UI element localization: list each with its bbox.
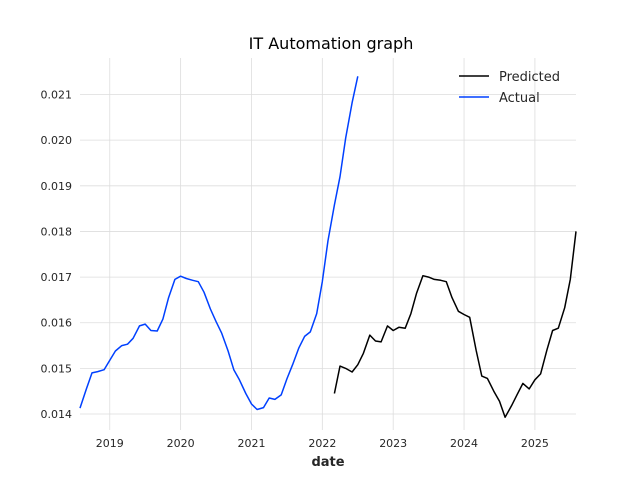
x-tick-label: 2021 [237, 437, 265, 450]
x-tick-label: 2020 [167, 437, 195, 450]
x-tick-label: 2022 [308, 437, 336, 450]
x-axis-ticks: 2019 2020 2021 2022 2023 2024 2025 [96, 437, 549, 450]
y-tick-label: 0.016 [41, 317, 73, 330]
legend-label-actual: Actual [499, 91, 540, 106]
x-tick-label: 2025 [521, 437, 549, 450]
y-tick-label: 0.020 [41, 134, 73, 147]
x-axis-label: date [311, 455, 344, 470]
chart-title: IT Automation graph [249, 34, 414, 53]
grid [80, 58, 576, 430]
y-tick-label: 0.014 [41, 408, 73, 421]
series-line-predicted [333, 231, 577, 418]
y-axis-ticks: 0.014 0.015 0.016 0.017 0.018 0.019 0.020 0.021 [41, 89, 73, 422]
legend-label-predicted: Predicted [499, 70, 560, 85]
y-tick-label: 0.017 [41, 271, 73, 284]
series-lines [79, 76, 577, 418]
x-tick-label: 2023 [379, 437, 407, 450]
y-tick-label: 0.019 [41, 180, 73, 193]
y-tick-label: 0.021 [41, 89, 73, 102]
x-tick-label: 2024 [450, 437, 478, 450]
y-tick-label: 0.018 [41, 225, 73, 238]
series-line-actual [79, 76, 359, 411]
y-tick-label: 0.015 [41, 362, 73, 375]
x-tick-label: 2019 [96, 437, 124, 450]
legend: Predicted Actual [459, 70, 560, 106]
